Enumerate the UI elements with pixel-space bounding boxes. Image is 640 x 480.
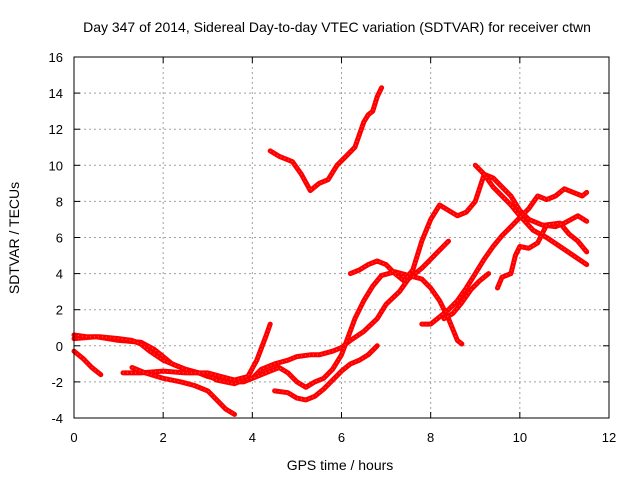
y-tick-label: 16 — [49, 50, 63, 65]
x-tick-label: 12 — [602, 430, 616, 445]
x-tick-label: 8 — [427, 430, 434, 445]
series-line-track-6 — [272, 343, 380, 403]
series-line-track-12 — [441, 271, 492, 322]
y-tick-label: 2 — [56, 303, 63, 318]
series-marker-texture-track-12 — [443, 273, 489, 320]
y-tick-label: 14 — [49, 86, 63, 101]
y-tick-labels: -4 -2 0 2 4 6 8 10 12 14 16 — [49, 50, 63, 426]
series-line-track-11 — [495, 220, 590, 291]
y-tick-label: 4 — [56, 267, 63, 282]
y-tick-label: 10 — [49, 158, 63, 173]
series-line-track-9 — [419, 186, 590, 327]
series-marker-texture-track-6 — [274, 345, 378, 401]
series-marker-texture-track-5 — [131, 367, 235, 415]
y-tick-label: 8 — [56, 194, 63, 209]
x-tick-label: 4 — [249, 430, 256, 445]
series-line-track-3 — [71, 269, 465, 390]
series-line-track-1 — [71, 348, 104, 378]
grid — [74, 57, 609, 418]
series-group — [71, 85, 590, 417]
series-line-track-5 — [129, 365, 237, 417]
x-tick-labels: 0 2 4 6 8 10 12 — [70, 430, 616, 445]
series-line-track-10 — [472, 162, 590, 268]
x-tick-label: 10 — [513, 430, 527, 445]
series-marker-texture-track-11 — [497, 222, 588, 289]
x-tick-label: 6 — [338, 430, 345, 445]
series-marker-texture-track-2 — [73, 240, 449, 383]
x-tick-label: 0 — [70, 430, 77, 445]
series-marker-texture-track-4 — [123, 323, 271, 381]
series-line-track-8 — [347, 171, 590, 284]
x-axis-label: GPS time / hours — [287, 457, 394, 473]
ticks — [73, 56, 610, 419]
series-line-track-7 — [267, 85, 385, 194]
series-marker-texture-track-3 — [73, 271, 463, 388]
x-tick-label: 2 — [160, 430, 167, 445]
series-line-track-2 — [71, 238, 451, 385]
y-tick-label: 12 — [49, 122, 63, 137]
y-tick-label: 0 — [56, 339, 63, 354]
series-line-track-4 — [120, 321, 273, 383]
y-axis-label: SDTVAR / TECUs — [6, 182, 22, 294]
series-marker-texture-track-7 — [269, 87, 383, 192]
chart-title: Day 347 of 2014, Sidereal Day-to-day VTE… — [83, 19, 591, 35]
y-tick-label: -4 — [51, 411, 63, 426]
y-tick-label: 6 — [56, 231, 63, 246]
y-tick-label: -2 — [51, 375, 63, 390]
